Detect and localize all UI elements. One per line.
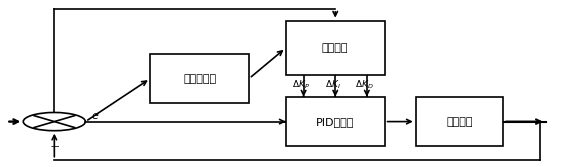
FancyBboxPatch shape	[151, 54, 249, 103]
Text: 模糊推理: 模糊推理	[322, 43, 349, 53]
Text: $\Delta K_D$: $\Delta K_D$	[355, 78, 374, 91]
Text: 控制对象: 控制对象	[446, 117, 473, 127]
FancyBboxPatch shape	[286, 97, 385, 146]
Text: —: —	[50, 142, 58, 151]
Text: e: e	[91, 111, 98, 121]
Text: PID控制器: PID控制器	[316, 117, 354, 127]
Text: $\Delta K_P$: $\Delta K_P$	[292, 78, 310, 91]
Text: 误差变化率: 误差变化率	[183, 73, 216, 84]
FancyBboxPatch shape	[415, 97, 503, 146]
FancyBboxPatch shape	[286, 21, 385, 75]
Text: $\Delta K_I$: $\Delta K_I$	[324, 78, 340, 91]
